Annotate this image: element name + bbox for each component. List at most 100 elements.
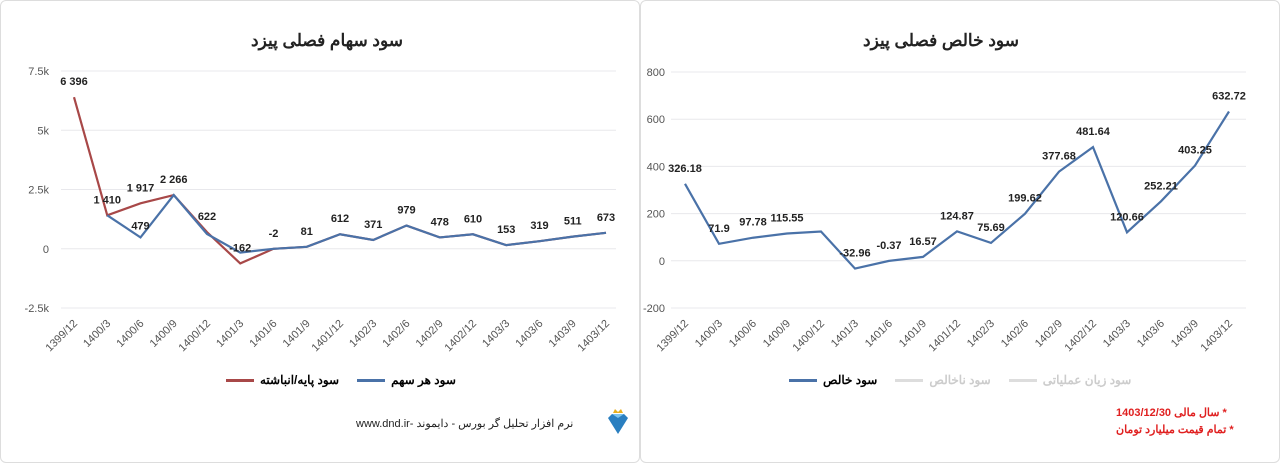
y-tick-label: 0: [43, 244, 49, 256]
x-tick-label: 1402/6: [999, 318, 1031, 350]
x-tick-label: 1402/3: [347, 318, 379, 350]
data-label: 71.9: [708, 223, 729, 235]
unit-note: * تمام قیمت میلیارد تومان: [1116, 424, 1234, 436]
diamond-logo-icon: [608, 409, 628, 434]
data-label: 377.68: [1042, 151, 1076, 163]
x-tick-label: 1401/12: [310, 318, 347, 355]
x-tick-label: 1401/6: [247, 318, 279, 350]
data-label: 622: [198, 211, 216, 223]
series-line: [72, 96, 607, 265]
data-label: -32.96: [839, 248, 870, 260]
x-tick-label: 1403/3: [480, 318, 512, 350]
legend-item-basic[interactable]: سود پایه/انباشته: [226, 373, 339, 387]
data-label: 2 266: [160, 174, 188, 186]
x-tick-label: 1400/3: [81, 318, 113, 350]
x-tick-label: 1399/12: [44, 318, 81, 355]
x-tick-label: 1403/6: [1135, 318, 1167, 350]
x-tick-label: 1400/3: [693, 318, 725, 350]
y-tick-label: 600: [647, 114, 665, 126]
x-tick-label: 1399/12: [655, 318, 692, 355]
data-label: -162: [229, 242, 251, 254]
y-tick-label: 800: [647, 67, 665, 79]
data-label: 252.21: [1144, 180, 1178, 192]
data-label: 81: [301, 226, 313, 238]
legend: سود هر سهم سود پایه/انباشته: [226, 373, 456, 387]
x-tick-label: 1401/6: [863, 318, 895, 350]
y-tick-label: 5k: [37, 125, 49, 137]
legend-item-net[interactable]: سود خالص: [789, 373, 877, 387]
y-tick-label: 2.5k: [28, 185, 49, 197]
x-tick-label: 1402/6: [380, 318, 412, 350]
data-label: 16.57: [909, 236, 937, 248]
data-label: 6 396: [60, 76, 88, 88]
series-line: [684, 110, 1230, 270]
data-label: 124.87: [940, 210, 974, 222]
x-tick-label: 1402/3: [965, 318, 997, 350]
y-tick-label: 7.5k: [28, 66, 49, 78]
y-tick-label: -2.5k: [25, 303, 50, 315]
data-label: 479: [131, 220, 149, 232]
data-label: 632.72: [1212, 90, 1246, 102]
data-label: -0.37: [876, 240, 901, 252]
data-label: 326.18: [668, 163, 702, 175]
legend: سود زیان عملیاتی سود ناخالص سود خالص: [789, 373, 1131, 387]
x-tick-label: 1402/9: [414, 318, 446, 350]
data-label: 478: [431, 216, 449, 228]
y-tick-label: 0: [659, 256, 665, 268]
legend-label: سود ناخالص: [929, 373, 991, 387]
legend-item-operating[interactable]: سود زیان عملیاتی: [1008, 373, 1132, 387]
legend-swatch: [357, 378, 386, 382]
data-label: 610: [464, 213, 482, 225]
x-tick-label: 1401/12: [927, 318, 964, 355]
x-tick-label: 1403/9: [1169, 318, 1201, 350]
eps-chart-panel: سود سهام فصلی پیزد 7.5k 5k 2.5k 0 -2.5k 1399/…: [0, 0, 640, 463]
y-tick-label: 200: [647, 209, 665, 221]
x-tick-label: 1402/12: [443, 318, 480, 355]
data-label: 1 410: [93, 194, 121, 206]
x-tick-label: 1403/12: [576, 318, 613, 355]
legend-label: سود زیان عملیاتی: [1042, 373, 1132, 387]
x-tick-label: 1401/3: [829, 318, 861, 350]
data-label: 371: [364, 219, 382, 231]
x-tick-label: 1400/12: [791, 318, 828, 355]
x-tick-label: 1400/12: [177, 318, 214, 355]
series-line: [106, 193, 607, 254]
data-label: 153: [497, 224, 515, 236]
data-label: 319: [530, 220, 548, 232]
x-tick-label: 1403/9: [547, 318, 579, 350]
data-label: 673: [597, 212, 615, 224]
legend-swatch: [1008, 378, 1037, 382]
data-label: 612: [331, 213, 349, 225]
net-profit-chart-panel: سود خالص فصلی پیزد 800 600 400 200 0 -200 1399…: [640, 0, 1280, 463]
brand-text: نرم افزار تحلیل گر بورس - دایموند -www.d…: [356, 418, 574, 430]
x-tick-label: 1400/9: [761, 318, 793, 350]
x-tick-label: 1402/12: [1063, 318, 1100, 355]
data-label: 481.64: [1076, 126, 1111, 138]
chart-title: سود خالص فصلی پیزد: [863, 31, 1019, 50]
legend-swatch: [895, 378, 924, 382]
y-tick-label: -200: [643, 303, 665, 315]
legend-label: سود هر سهم: [391, 373, 456, 387]
x-tick-label: 1400/6: [727, 318, 759, 350]
x-tick-label: 1401/9: [281, 318, 313, 350]
data-label: 120.66: [1110, 211, 1144, 223]
legend-swatch: [789, 378, 817, 382]
data-label: 511: [564, 216, 582, 228]
data-label: 1 917: [127, 182, 155, 194]
data-label: 97.78: [739, 217, 767, 229]
data-label: 115.55: [770, 213, 803, 225]
legend-label: سود پایه/انباشته: [260, 373, 340, 387]
x-tick-label: 1401/3: [214, 318, 246, 350]
data-label: 403.25: [1178, 145, 1212, 157]
data-label: 979: [397, 205, 415, 217]
x-tick-label: 1401/9: [897, 318, 929, 350]
y-tick-label: 400: [647, 161, 665, 173]
x-tick-label: 1400/6: [114, 318, 146, 350]
x-tick-label: 1403/6: [513, 318, 545, 350]
x-tick-label: 1403/12: [1199, 318, 1236, 355]
legend-item-gross[interactable]: سود ناخالص: [895, 373, 991, 387]
legend-item-eps[interactable]: سود هر سهم: [357, 373, 456, 387]
fiscal-year-note: * سال مالی 1403/12/30: [1116, 407, 1227, 419]
data-label: -2: [269, 228, 279, 240]
